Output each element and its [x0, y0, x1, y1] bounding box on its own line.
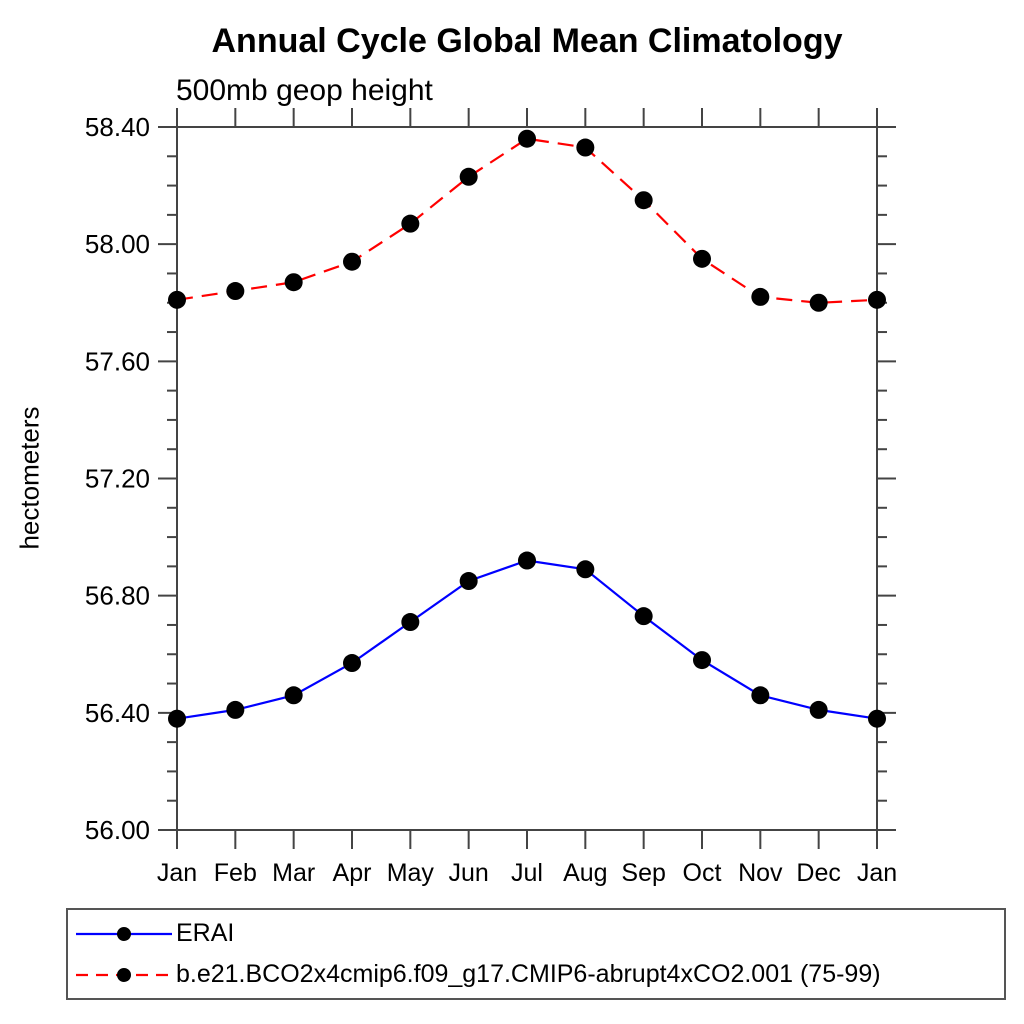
chart-subtitle: 500mb geop height: [176, 74, 433, 107]
data-point-series-1: [751, 287, 770, 306]
legend-box: ERAI b.e21.BCO2x4cmip6.f09_g17.CMIP6-abru…: [66, 908, 1006, 1000]
x-tick-label: Mar: [272, 859, 315, 887]
data-point-series-0: [518, 551, 536, 570]
series-line-0: [176, 559, 878, 720]
x-tick-label: Jan: [157, 859, 197, 887]
data-point-series-0: [401, 613, 420, 632]
data-point-series-0: [868, 709, 886, 728]
y-tick-label: 57.60: [85, 346, 150, 376]
data-point-series-0: [459, 572, 478, 591]
data-point-series-1: [634, 191, 653, 210]
x-tick-label: Nov: [738, 859, 783, 887]
x-tick-label: Oct: [683, 859, 722, 887]
x-tick-label: Dec: [796, 859, 840, 887]
y-tick-label: 56.80: [85, 581, 150, 611]
data-point-series-1: [576, 138, 595, 157]
data-point-series-0: [343, 654, 361, 673]
y-tick-label: 58.40: [85, 112, 150, 142]
x-tick-label: Sep: [621, 859, 665, 887]
data-point-series-1: [401, 214, 420, 233]
legend-label-0: ERAI: [176, 919, 235, 947]
data-point-series-1: [693, 249, 711, 268]
data-point-series-0: [226, 700, 245, 719]
legend-item-1: b.e21.BCO2x4cmip6.f09_g17.CMIP6-abrupt4x…: [68, 954, 1004, 995]
legend-marker-icon: [117, 967, 131, 982]
data-point-series-0: [284, 686, 303, 705]
data-point-series-1: [868, 290, 886, 309]
y-tick-label: 56.00: [85, 815, 150, 845]
x-tick-label: Apr: [333, 859, 372, 887]
x-tick-label: May: [387, 859, 435, 887]
y-tick-label: 57.20: [85, 464, 150, 494]
data-point-series-0: [168, 709, 186, 728]
x-tick-label: Jan: [857, 859, 897, 887]
plot-area: 56.00 56.40 56.80 57.20 57.60 58.00 58.40 Jan Fe…: [85, 108, 897, 887]
y-tick-label: 56.40: [85, 698, 150, 728]
legend-marker-icon: [117, 926, 131, 941]
data-point-series-1: [459, 167, 478, 186]
series-line-1: [176, 137, 878, 304]
data-point-series-0: [634, 607, 653, 626]
data-point-series-1: [518, 129, 536, 148]
data-point-series-0: [576, 560, 595, 579]
legend-line-sample-1: [76, 967, 172, 982]
legend-label-1: b.e21.BCO2x4cmip6.f09_g17.CMIP6-abrupt4x…: [176, 960, 881, 988]
data-point-series-1: [168, 290, 186, 309]
axis-frame: [176, 126, 878, 831]
x-tick-label: Feb: [214, 859, 257, 887]
data-point-series-1: [284, 273, 303, 292]
x-tick-label: Jul: [511, 859, 543, 887]
data-point-series-0: [809, 700, 828, 719]
data-point-series-1: [226, 282, 245, 301]
y-tick-label: 58.00: [85, 229, 150, 259]
legend-item-0: ERAI: [68, 913, 1004, 954]
legend-line-sample-0: [76, 926, 172, 941]
data-point-series-1: [343, 252, 361, 271]
chart-title: Annual Cycle Global Mean Climatology: [211, 22, 843, 60]
data-point-series-0: [751, 686, 770, 705]
x-tick-label: Aug: [563, 859, 607, 887]
data-point-series-0: [693, 651, 711, 670]
x-tick-label: Jun: [449, 859, 489, 887]
data-point-series-1: [809, 293, 828, 312]
